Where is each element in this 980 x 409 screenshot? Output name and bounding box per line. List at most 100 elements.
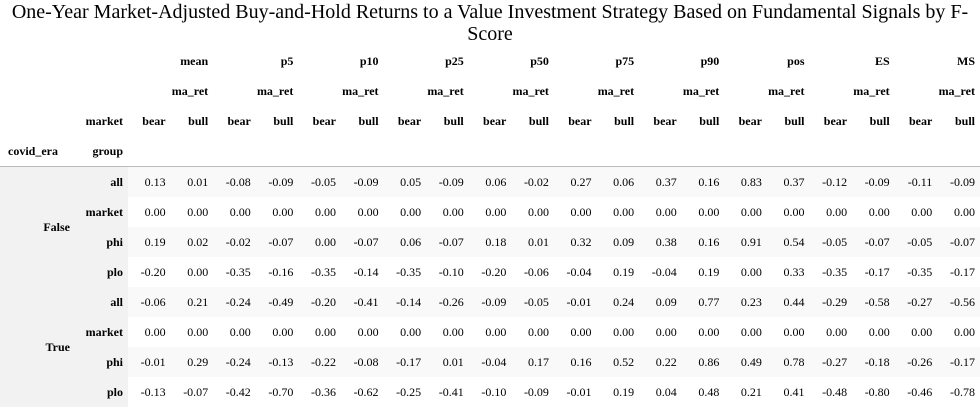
value-cell: 0.00 [187,324,209,339]
stat-header: p50 [530,53,549,68]
value-cell: -0.07 [852,227,895,257]
stat-header: MS [957,53,975,68]
value-cell: 0.00 [783,324,805,339]
value-cell: -0.42 [225,384,251,399]
market-header: bull [528,113,549,128]
blank-cell [0,46,75,76]
value-cell: 0.06 [383,227,427,257]
value-cell: -0.07 [340,227,384,257]
value-cell: 0.00 [314,204,336,219]
value-cell: -0.01 [128,347,171,377]
value-cell: -0.29 [809,287,853,317]
value-cell: 0.00 [911,324,933,339]
value-cell: 0.00 [740,324,762,339]
value-cell: 0.41 [783,384,805,399]
value-cell: -0.17 [950,264,975,279]
value-cell: -0.35 [907,264,933,279]
value-cell: 0.00 [868,204,890,219]
metric-header: ma_ret [342,83,379,98]
blank-cell [639,136,682,167]
value-cell: -0.08 [213,166,256,197]
value-cell: -0.01 [553,287,597,317]
value-cell: -0.35 [225,264,251,279]
covid-era-label: False [0,166,75,287]
blank-cell [0,76,75,106]
value-cell: -0.80 [864,384,890,399]
blank-cell [724,136,767,167]
value-cell: -0.46 [907,384,933,399]
value-cell: -0.17 [383,347,427,377]
value-cell: -0.78 [950,384,975,399]
metric-header: ma_ret [256,83,294,98]
value-cell: 0.27 [553,166,597,197]
header-row: mean p5 p10 p25 p50 p75 p90 pos ES MS [0,46,980,76]
value-cell: 0.09 [639,287,682,317]
value-cell: -0.17 [937,347,980,377]
group-label: phi [75,227,128,257]
value-cell: 0.23 [724,287,767,317]
value-cell: -0.16 [268,264,294,279]
value-cell: -0.07 [255,227,299,257]
market-header: bear [397,113,422,128]
stat-header: p5 [280,53,294,68]
value-cell: -0.26 [426,287,469,317]
data-row: phi 0.19 0.02 -0.02 -0.07 0.00 -0.07 0.06 -0.07 0… [0,227,980,257]
metric-header: ma_ret [938,83,975,98]
table-body: False all 0.13 0.01 -0.08 -0.09 -0.05 -0.09 0.05… [0,166,980,407]
blank-cell [75,76,128,106]
value-cell: 0.48 [698,384,720,399]
value-cell: 0.00 [613,324,635,339]
group-label: market [75,317,128,347]
value-cell: -0.09 [523,384,549,399]
data-table: mean p5 p10 p25 p50 p75 p90 pos ES MS ma_ret ma_ret… [0,46,980,407]
market-header: bear [142,113,166,128]
value-cell: -0.17 [864,264,890,279]
value-cell: 0.21 [170,287,214,317]
stat-header: p25 [445,53,464,68]
column-level-name: market [85,113,123,128]
blank-cell [596,136,640,167]
blank-cell [553,136,597,167]
value-cell: 0.00 [911,204,933,219]
market-header: bear [823,113,848,128]
value-cell: 0.19 [613,384,635,399]
data-row: False all 0.13 0.01 -0.08 -0.09 -0.05 -0.09 0.05… [0,166,980,287]
value-cell: -0.02 [213,227,256,257]
value-cell: 0.00 [783,204,805,219]
value-cell: 0.09 [596,227,640,257]
table-header: mean p5 p10 p25 p50 p75 p90 pos ES MS ma_ret ma_ret… [0,46,980,167]
group-label: all [75,287,128,317]
value-cell: 0.00 [570,324,592,339]
value-cell: -0.58 [852,287,895,317]
value-cell: 0.78 [766,347,810,377]
value-cell: 0.37 [766,166,810,197]
market-header: bull [273,113,294,128]
value-cell: 0.01 [170,166,214,197]
value-cell: 0.91 [724,227,767,257]
value-cell: 0.54 [766,227,810,257]
value-cell: 0.00 [187,264,209,279]
value-cell: 0.77 [681,287,725,317]
value-cell: -0.41 [438,384,464,399]
data-row: plo -0.20 0.00 -0.35 -0.16 -0.35 -0.14 -0.35 -0.… [0,257,980,287]
value-cell: 0.00 [357,204,379,219]
value-cell: 0.00 [298,227,341,257]
value-cell: 0.00 [570,204,592,219]
value-cell: 0.33 [783,264,805,279]
blank-cell [894,136,938,167]
group-label: plo [75,257,128,287]
index-name: covid_era [0,136,75,167]
market-header: bull [614,113,635,128]
market-header: bull [188,113,209,128]
value-cell: -0.09 [255,166,299,197]
blank-cell [766,136,810,167]
value-cell: -0.49 [255,287,299,317]
value-cell: -0.09 [468,287,512,317]
market-header: bull [358,113,379,128]
stat-header: p75 [615,53,635,68]
data-row: phi -0.01 0.29 -0.24 -0.13 -0.22 -0.08 -0.17 0.0… [0,347,980,377]
market-header: bear [483,113,507,128]
value-cell: 0.00 [229,324,251,339]
blank-cell [298,136,341,167]
value-cell: -0.24 [213,287,256,317]
